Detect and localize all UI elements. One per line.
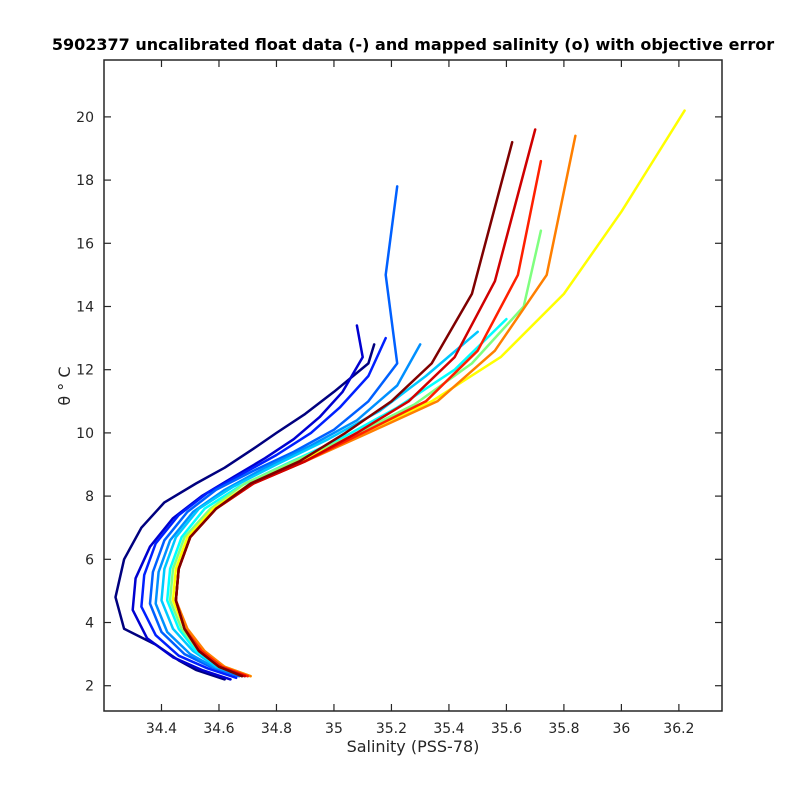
y-tick-label: 12 (76, 363, 94, 379)
x-tick-label: 35 (325, 721, 343, 737)
profile-line-5 (154, 343, 422, 678)
ticks-layer: 34.4 34.6 34.8 35 35.2 35.4 35.6 35.8 36 36.2 2 4 6 8… (76, 60, 722, 737)
y-tick-label: 8 (85, 489, 94, 505)
y-tick-label: 20 (76, 110, 94, 126)
y-tick-label: 2 (85, 679, 94, 695)
y-tick-label: 10 (76, 426, 94, 442)
y-tick-label: 18 (76, 173, 94, 189)
x-tick-label: 34.6 (203, 721, 234, 737)
profile-line-4 (148, 185, 399, 678)
y-axis-label: θ ° C (55, 366, 74, 405)
x-tick-label: 35.8 (548, 721, 579, 737)
x-tick-label: 35.4 (433, 721, 464, 737)
x-tick-label: 35.2 (376, 721, 407, 737)
y-tick-label: 6 (85, 552, 94, 568)
y-tick-label: 14 (76, 299, 94, 315)
x-tick-label: 36.2 (663, 721, 694, 737)
plot-frame (103, 59, 723, 712)
x-tick-label: 35.6 (491, 721, 522, 737)
x-tick-label: 34.4 (146, 721, 177, 737)
chart-title: 5902377 uncalibrated float data (-) and … (52, 35, 774, 54)
series-layer (114, 109, 686, 681)
x-tick-label: 34.8 (261, 721, 292, 737)
x-axis-label: Salinity (PSS-78) (347, 737, 480, 756)
profile-line-13 (174, 140, 514, 678)
x-tick-label: 36 (612, 721, 630, 737)
profile-line-3 (140, 336, 387, 680)
y-tick-label: 4 (85, 616, 94, 632)
y-tick-label: 16 (76, 236, 94, 252)
